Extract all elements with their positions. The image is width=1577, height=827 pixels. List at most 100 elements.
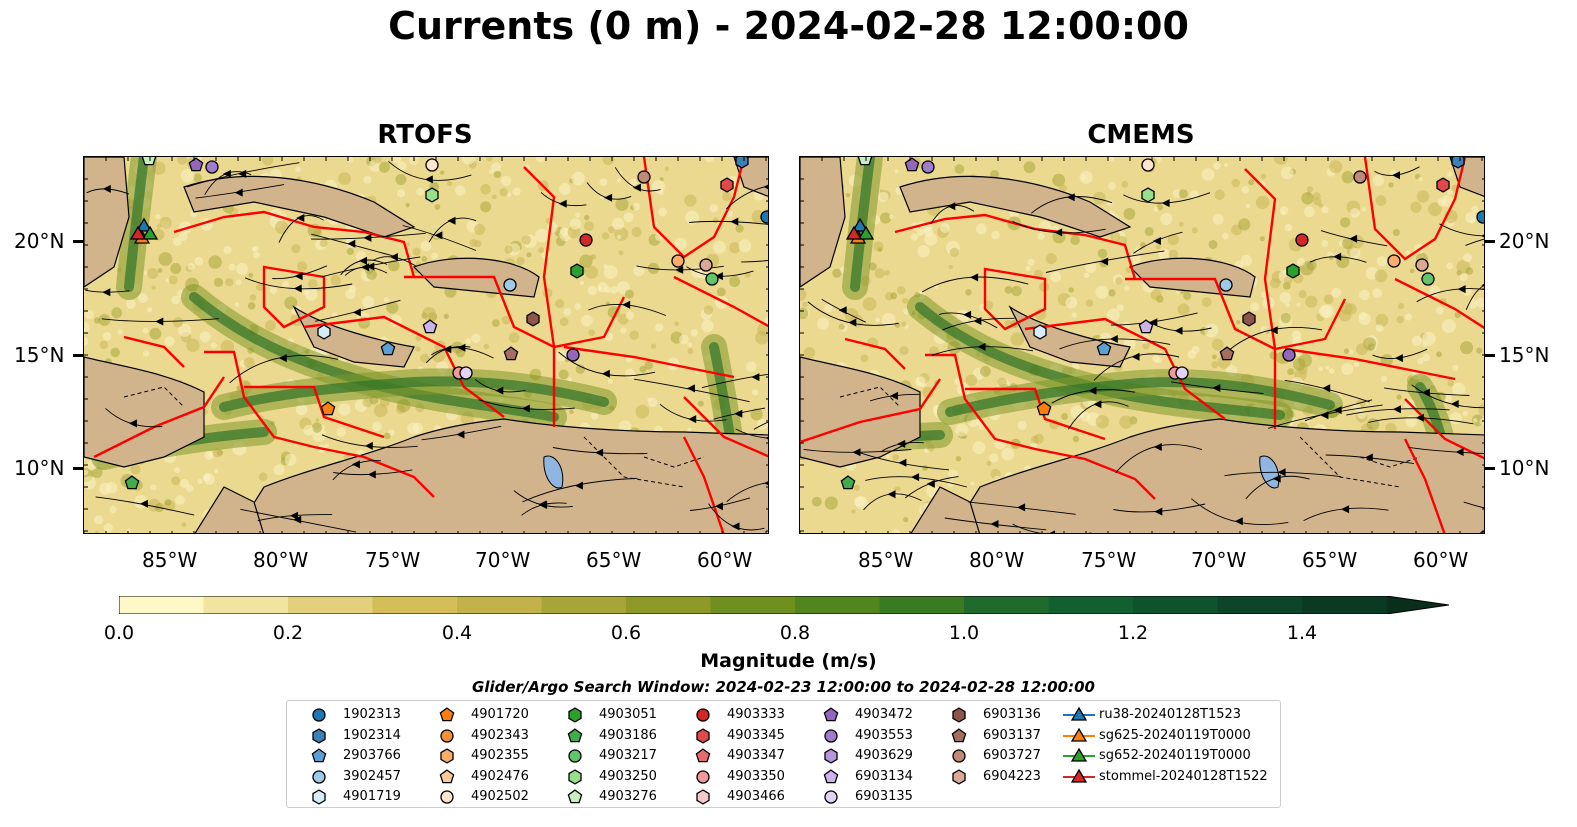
legend-label: 4902476 [471,768,529,784]
float-marker [425,187,439,203]
map-panel-cmems[interactable] [799,156,1485,534]
legend-triangle-icon [1070,747,1088,762]
float-marker [637,170,651,184]
float-marker [422,319,438,334]
float-marker [141,157,157,166]
eez-boundaries [93,157,768,533]
legend-pentagon-icon [567,727,583,742]
float-marker [579,233,593,247]
legend-marker-circle-icon [440,728,454,743]
legend: 1902313 1902314 2903766 3902457 4901719 49017… [286,700,1281,808]
legend-circle-icon [696,769,710,784]
legend-marker-circle-icon [824,790,838,804]
legend-label: 4903051 [599,707,657,722]
legend-hexagon-icon [952,707,966,723]
eez-boundaries [800,157,1484,533]
float-marker [1286,263,1300,279]
lon-label-70w-right: 70°W [1191,548,1247,572]
colorbar-segment [1302,596,1387,614]
float-markers [124,157,768,490]
frame-ticks [800,157,1484,533]
legend-label: 4903350 [727,768,785,784]
legend-label: 6903134 [855,768,913,784]
frame-ticks [84,157,768,533]
float-marker [526,311,540,327]
float-marker [1242,311,1256,327]
colorbar-segment [710,596,796,614]
colorbar-outline [119,596,1449,614]
float-marker [1096,341,1112,356]
legend-label: 6903136 [983,707,1041,722]
colorbar-title: Magnitude (m/s) [700,650,877,672]
float-marker [720,177,734,193]
legend-hexagon-icon [440,748,454,764]
legend-marker-triangle-icon [1063,727,1095,742]
float-marker [1353,170,1367,184]
legend-marker-circle-icon [952,749,966,763]
float-marker [205,160,219,174]
legend-label: 2903766 [343,748,401,763]
legend-marker-hexagon-icon [696,727,710,744]
float-marker [1033,324,1047,340]
legend-hexagon-icon [568,768,582,785]
legend-marker-pentagon-icon [567,727,583,742]
float-marker [188,157,204,172]
lat-tick [1485,467,1495,470]
map-canvas [800,157,1484,533]
colorbar-tick-4: 0.8 [779,622,811,644]
float-markers [840,157,1484,490]
legend-circle-icon [696,708,710,722]
colorbar-segment [457,596,542,614]
float-marker [1141,158,1155,172]
colorbar-segment [626,596,711,614]
legend-circle-icon [312,708,326,722]
legend-pentagon-icon [823,768,839,783]
legend-hexagon-icon [568,707,582,723]
float-marker [1282,348,1296,362]
glider-marker [135,217,153,232]
float-marker [699,258,713,272]
lat-label-20n-left: 20°N [14,229,65,253]
map-panel-rtofs[interactable] [83,156,769,534]
legend-marker-pentagon-icon [439,707,455,722]
colorbar-segment [203,596,289,614]
legend-label: 4901720 [471,707,529,722]
legend-pentagon-icon [695,748,711,763]
legend-marker-hexagon-icon [440,748,454,764]
float-marker [1295,233,1309,247]
float-marker [503,346,519,361]
colorbar-tick-3: 0.6 [610,622,642,644]
glider-marker [141,225,159,240]
glider-marker [857,225,875,240]
legend-pentagon-icon [439,707,455,722]
colorbar-segment [1048,596,1134,614]
float-marker [1175,366,1189,380]
streamline-arrows [102,169,768,531]
legend-triangle-icon [1070,768,1088,783]
legend-label: 4902355 [471,748,529,763]
colorbar-tick-0: 0.0 [103,622,135,644]
lat-label-10n-right: 10°N [1499,456,1550,480]
legend-label: 4903276 [599,789,657,804]
legend-pentagon-icon [951,727,967,742]
legend-hexagon-icon [696,789,710,805]
lon-label-65w-right: 65°W [1302,548,1358,572]
float-marker [1138,319,1154,334]
legend-triangle-icon [1070,706,1088,721]
colorbar-segment [1217,596,1303,614]
legend-label: 4903250 [599,768,657,784]
lat-tick [1485,240,1495,243]
legend-label: 4903553 [855,727,913,743]
float-marker [425,158,439,172]
legend-circle-icon [568,749,582,763]
legend-circle-icon [824,790,838,804]
legend-marker-pentagon-icon [823,768,839,783]
legend-triangle-icon [1070,727,1088,742]
legend-label: ru38-20240128T1523 [1099,707,1242,722]
legend-hexagon-icon [824,748,838,764]
legend-pentagon-icon [311,748,327,763]
legend-label: 4903345 [727,727,785,743]
colorbar-segment [288,596,373,614]
legend-marker-circle-icon [568,749,582,763]
float-marker [735,157,749,169]
